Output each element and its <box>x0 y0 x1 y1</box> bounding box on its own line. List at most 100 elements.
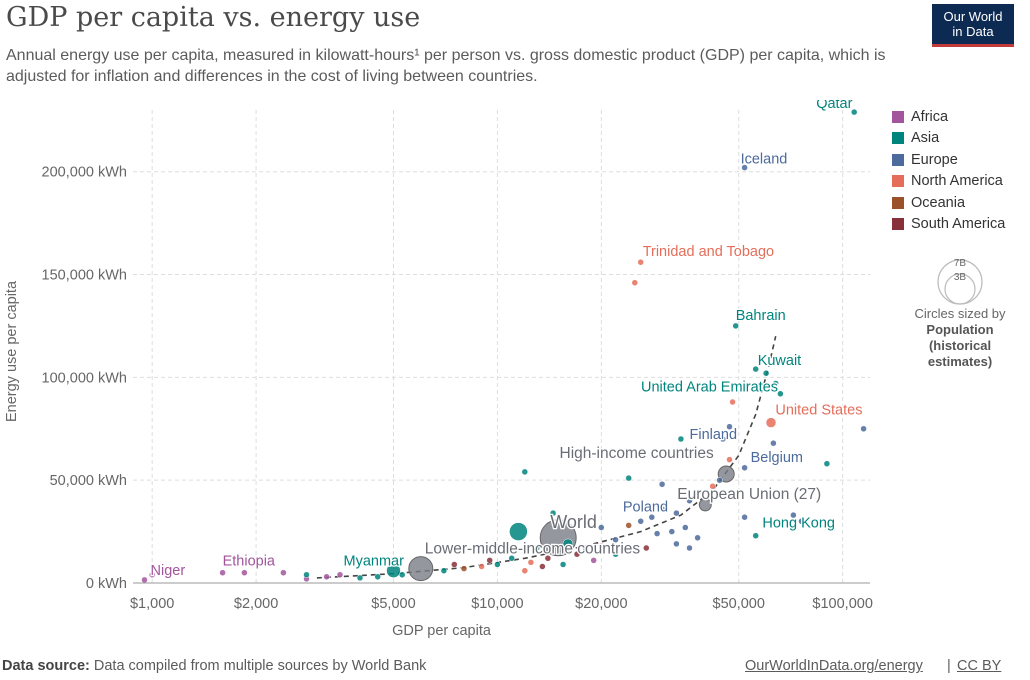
scatter-chart[interactable]: Qatar Iceland Trinidad and Tobago Bahrain Ku… <box>0 100 890 650</box>
data-point[interactable] <box>658 481 666 488</box>
data-point[interactable] <box>716 476 723 484</box>
data-point[interactable] <box>717 465 735 483</box>
y-tick-label: 200,000 kWh <box>42 165 127 181</box>
data-point[interactable] <box>631 279 639 286</box>
legend-item-africa[interactable]: Africa <box>892 106 1005 128</box>
data-point[interactable] <box>509 522 528 541</box>
data-point[interactable] <box>280 569 287 576</box>
data-point[interactable] <box>637 258 644 266</box>
data-point[interactable] <box>719 435 727 443</box>
data-point[interactable] <box>398 571 406 579</box>
data-point[interactable] <box>648 513 656 521</box>
region-legend[interactable]: Africa Asia Europe North America Oceania… <box>892 106 1005 235</box>
data-point[interactable] <box>549 509 557 517</box>
data-point[interactable] <box>486 557 493 564</box>
data-point[interactable] <box>625 474 632 482</box>
data-point[interactable] <box>460 565 468 572</box>
data-point[interactable] <box>798 518 805 525</box>
data-point[interactable] <box>741 164 748 171</box>
x-axis-title: GDP per capita <box>392 623 492 639</box>
data-point[interactable] <box>573 550 581 558</box>
data-point[interactable] <box>508 555 515 562</box>
data-point[interactable] <box>562 538 574 550</box>
data-point[interactable] <box>408 556 434 582</box>
data-point[interactable] <box>582 546 589 554</box>
legend-item-asia[interactable]: Asia <box>892 128 1005 150</box>
data-point[interactable] <box>694 489 701 496</box>
data-point[interactable] <box>790 511 797 519</box>
data-point[interactable] <box>698 498 712 512</box>
y-tick-label: 0 kWh <box>86 576 127 592</box>
data-point[interactable] <box>658 505 666 513</box>
data-point[interactable] <box>598 524 605 531</box>
data-point[interactable] <box>323 573 330 581</box>
data-point[interactable] <box>637 518 644 525</box>
data-point[interactable] <box>772 380 779 387</box>
data-point[interactable] <box>625 522 632 529</box>
data-point[interactable] <box>752 532 759 539</box>
data-point[interactable] <box>673 509 680 517</box>
legend-item-europe[interactable]: Europe <box>892 149 1005 171</box>
data-point[interactable] <box>741 464 748 472</box>
data-point[interactable] <box>741 513 748 521</box>
data-point[interactable] <box>860 425 867 433</box>
data-point[interactable] <box>598 542 605 550</box>
data-point[interactable] <box>494 561 501 568</box>
data-point[interactable] <box>148 571 156 579</box>
data-point[interactable] <box>777 390 784 398</box>
data-point[interactable] <box>544 555 552 562</box>
data-point[interactable] <box>219 569 226 576</box>
data-point[interactable] <box>451 561 458 568</box>
point-label: Hong Kong <box>762 516 835 532</box>
legend-item-north-america[interactable]: North America <box>892 171 1005 193</box>
data-point[interactable] <box>677 435 685 443</box>
data-point[interactable] <box>709 483 716 490</box>
legend-item-south-america[interactable]: South America <box>892 214 1005 236</box>
legend-item-oceania[interactable]: Oceania <box>892 192 1005 214</box>
data-point[interactable] <box>765 417 777 428</box>
owid-logo[interactable]: Our World in Data <box>932 4 1014 47</box>
data-point[interactable] <box>770 439 777 447</box>
x-tick-label: $50,000 <box>713 596 765 612</box>
data-point[interactable] <box>686 544 693 552</box>
data-point[interactable] <box>478 563 485 570</box>
data-point[interactable] <box>682 524 689 531</box>
data-point[interactable] <box>752 365 759 373</box>
data-point[interactable] <box>762 369 770 377</box>
data-point[interactable] <box>850 108 858 116</box>
data-point[interactable] <box>612 536 619 544</box>
data-point[interactable] <box>686 497 693 504</box>
data-point[interactable] <box>527 559 535 566</box>
data-point[interactable] <box>539 563 546 570</box>
license-link[interactable]: CC BY <box>957 658 1002 674</box>
data-point[interactable] <box>729 398 736 406</box>
data-point[interactable] <box>559 561 567 568</box>
legend-swatch <box>892 110 904 123</box>
legend-swatch <box>892 153 904 166</box>
data-point[interactable] <box>521 567 529 574</box>
data-point[interactable] <box>521 468 529 476</box>
data-point[interactable] <box>336 571 344 579</box>
data-point[interactable] <box>668 528 676 535</box>
data-point[interactable] <box>643 544 650 552</box>
data-point[interactable] <box>726 456 733 463</box>
data-point[interactable] <box>726 423 733 430</box>
data-point[interactable] <box>823 460 831 467</box>
data-point[interactable] <box>694 534 701 542</box>
data-point[interactable] <box>440 567 448 574</box>
data-point[interactable] <box>303 571 310 579</box>
x-tick-label: $10,000 <box>471 596 523 612</box>
source-link[interactable]: OurWorldInData.org/energy <box>745 658 923 674</box>
data-point[interactable] <box>386 563 401 578</box>
data-points[interactable] <box>141 108 867 584</box>
data-point[interactable] <box>533 544 541 552</box>
data-point[interactable] <box>732 322 739 330</box>
data-point[interactable] <box>141 576 148 584</box>
data-point[interactable] <box>673 540 680 548</box>
data-point[interactable] <box>241 569 248 576</box>
data-point[interactable] <box>374 573 381 581</box>
data-point[interactable] <box>356 574 364 582</box>
data-point[interactable] <box>612 550 619 558</box>
data-point[interactable] <box>653 530 661 537</box>
data-point[interactable] <box>590 557 597 564</box>
